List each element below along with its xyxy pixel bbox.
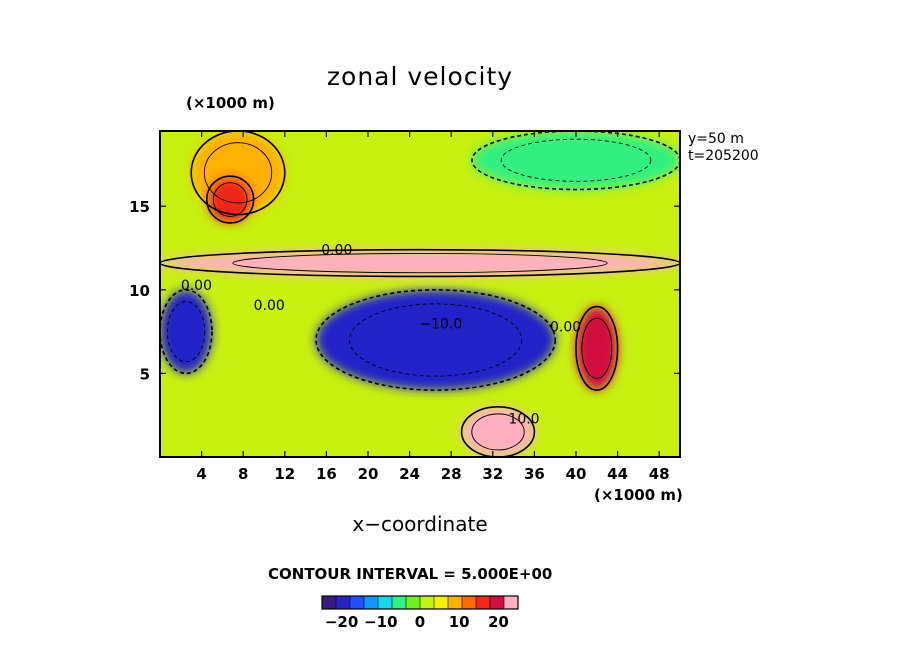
contour-line-5-1 bbox=[581, 317, 613, 379]
colorbar-swatch-8 bbox=[434, 596, 449, 609]
contour-line-0-1 bbox=[232, 252, 608, 274]
contour-line-1-1 bbox=[203, 142, 273, 204]
x-tick-label-4: 20 bbox=[358, 465, 379, 483]
contour-label-1: 0.00 bbox=[181, 278, 212, 294]
colorbar-swatch-5 bbox=[392, 596, 407, 609]
colorbar-swatch-3 bbox=[364, 596, 379, 609]
contour-line-4-1 bbox=[349, 303, 523, 377]
x-tick-label-6: 28 bbox=[441, 465, 462, 483]
x-axis-label: x−coordinate bbox=[352, 512, 488, 536]
contour-interval-label: CONTOUR INTERVAL = 5.000E+00 bbox=[268, 565, 553, 583]
contour-label-0: 0.00 bbox=[321, 243, 352, 259]
colorbar-tick-label-4: 20 bbox=[488, 613, 509, 631]
plot-frame bbox=[159, 130, 681, 458]
colorbar-swatch-13 bbox=[504, 596, 519, 609]
x-tick-label-10: 44 bbox=[607, 465, 628, 483]
y-axis-unit: (×1000 m) bbox=[186, 94, 275, 112]
colorbar: −20 −10 0 10 20 bbox=[321, 595, 519, 631]
contour-line-6-1 bbox=[166, 301, 206, 363]
contour-label-4: 0.00 bbox=[550, 320, 581, 336]
colorbar-swatch-12 bbox=[490, 596, 505, 609]
colorbar-swatch-11 bbox=[476, 596, 491, 609]
contour-line-7-1 bbox=[471, 413, 525, 451]
x-tick-label-9: 40 bbox=[566, 465, 587, 483]
colorbar-tick-label-3: 10 bbox=[449, 613, 470, 631]
colorbar-swatch-6 bbox=[406, 596, 421, 609]
contour-label-3: −10.0 bbox=[419, 316, 462, 332]
colorbar-tick-label-2: 0 bbox=[415, 613, 425, 631]
colorbar-swatch-2 bbox=[350, 596, 365, 609]
time-label: t=205200 bbox=[688, 148, 759, 164]
contour-line-6-0 bbox=[160, 289, 213, 375]
y-position-label: y=50 m bbox=[688, 131, 744, 147]
colorbar-swatch-4 bbox=[378, 596, 393, 609]
contour-line-3-1 bbox=[500, 138, 652, 182]
contour-line-2-1 bbox=[212, 182, 248, 217]
y-tick-label-0: 5 bbox=[140, 365, 150, 383]
colorbar-swatch-7 bbox=[420, 596, 435, 609]
contour-line-2-0 bbox=[206, 175, 255, 224]
velocity-field bbox=[160, 131, 680, 457]
colorbar-swatch-10 bbox=[462, 596, 477, 609]
x-tick-label-3: 16 bbox=[316, 465, 337, 483]
contour-labels: 0.00 0.00 0.00 −10.0 0.00 10.0 bbox=[181, 243, 581, 428]
contour-line-3-0 bbox=[471, 131, 680, 191]
field-feature-3 bbox=[472, 131, 680, 190]
contour-label-5: 10.0 bbox=[508, 412, 539, 428]
contour-label-2: 0.00 bbox=[254, 298, 285, 314]
x-tick-label-5: 24 bbox=[399, 465, 420, 483]
chart-title: zonal velocity bbox=[326, 62, 514, 91]
x-tick-label-8: 36 bbox=[524, 465, 545, 483]
contour-line-5-0 bbox=[575, 305, 619, 391]
contour-line-0-0 bbox=[160, 248, 680, 278]
y-tick-label-2: 15 bbox=[129, 198, 150, 216]
contour-line-4-0 bbox=[315, 289, 556, 391]
y-tick-label-1: 10 bbox=[129, 282, 150, 300]
colorbar-swatch-9 bbox=[448, 596, 463, 609]
x-axis-unit: (×1000 m) bbox=[594, 486, 683, 504]
x-tick-label-0: 4 bbox=[196, 465, 206, 483]
field-feature-4 bbox=[316, 289, 556, 391]
x-tick-label-1: 8 bbox=[238, 465, 248, 483]
colorbar-frame bbox=[321, 595, 519, 610]
x-tick-label-7: 32 bbox=[482, 465, 503, 483]
colorbar-swatch-0 bbox=[322, 596, 337, 609]
x-tick-label-11: 48 bbox=[649, 465, 670, 483]
colorbar-swatch-1 bbox=[336, 596, 351, 609]
colorbar-tick-label-0: −20 bbox=[325, 613, 358, 631]
x-tick-label-2: 12 bbox=[274, 465, 295, 483]
colorbar-tick-label-1: −10 bbox=[364, 613, 397, 631]
